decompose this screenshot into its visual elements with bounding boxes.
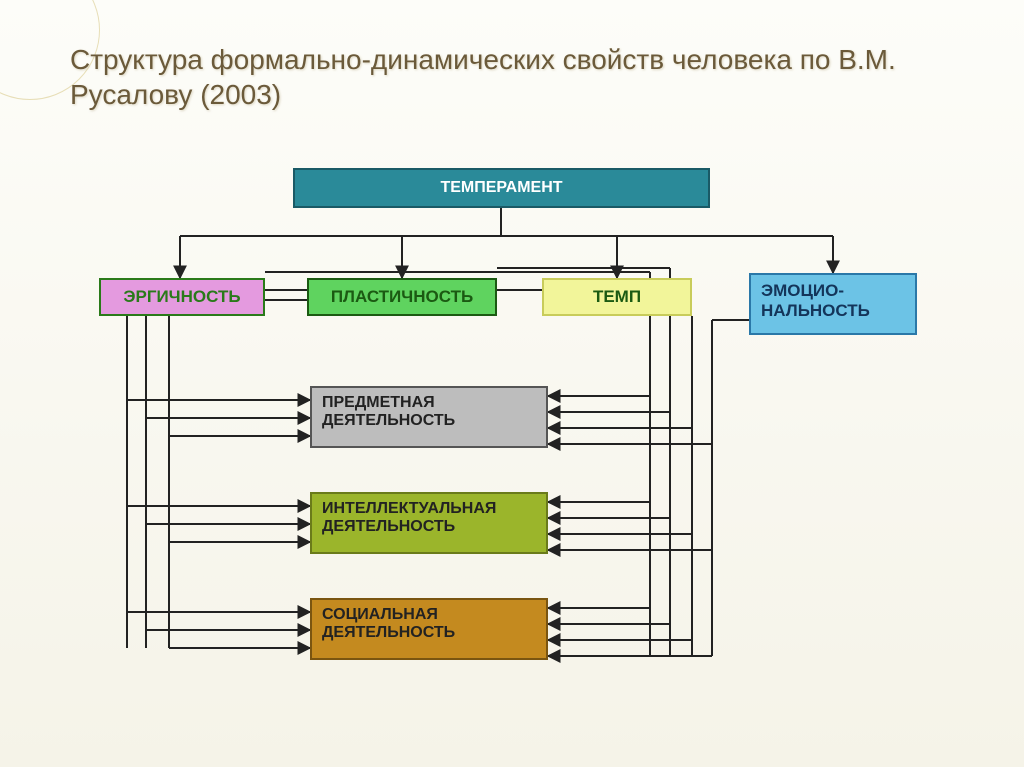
box-label: ТЕМП [593,287,641,307]
box-ergichnost: ЭРГИЧНОСТЬ [99,278,265,316]
box-label: ПЛАСТИЧНОСТЬ [331,287,473,307]
box-label: СОЦИАЛЬНАЯДЕЯТЕЛЬНОСТЬ [322,606,455,642]
box-predmetnaya: ПРЕДМЕТНАЯДЕЯТЕЛЬНОСТЬ [310,386,548,448]
box-temperament: ТЕМПЕРАМЕНТ [293,168,710,208]
box-label: ИНТЕЛЛЕКТУАЛЬНАЯДЕЯТЕЛЬНОСТЬ [322,500,496,536]
box-temp: ТЕМП [542,278,692,316]
box-label: ТЕМПЕРАМЕНТ [440,179,562,197]
box-sotsialnaya: СОЦИАЛЬНАЯДЕЯТЕЛЬНОСТЬ [310,598,548,660]
box-label: ПРЕДМЕТНАЯДЕЯТЕЛЬНОСТЬ [322,394,455,430]
box-intellekt: ИНТЕЛЛЕКТУАЛЬНАЯДЕЯТЕЛЬНОСТЬ [310,492,548,554]
box-emotsionalnost: ЭМОЦИО-НАЛЬНОСТЬ [749,273,917,335]
box-plastichnost: ПЛАСТИЧНОСТЬ [307,278,497,316]
box-label: ЭРГИЧНОСТЬ [123,287,240,307]
box-label: ЭМОЦИО-НАЛЬНОСТЬ [761,281,870,321]
slide-title: Структура формально-динамических свойств… [70,42,984,112]
